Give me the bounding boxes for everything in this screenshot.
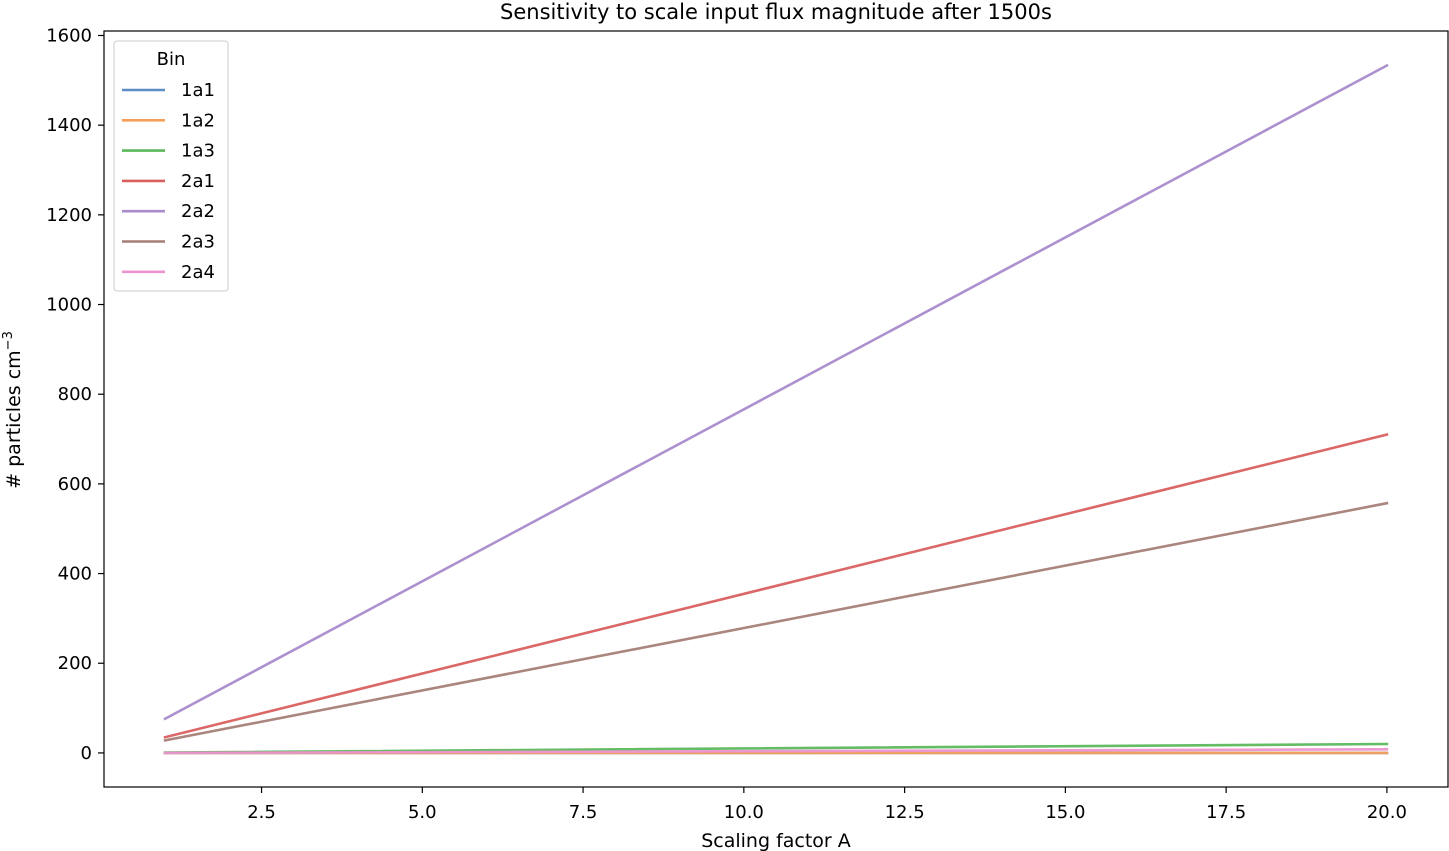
plot-area — [103, 30, 1449, 788]
series-line-2a1 — [163, 433, 1389, 739]
y-tick-label: 800 — [58, 384, 92, 405]
legend: Bin 1a1 1a2 1a3 2a1 2a2 2a3 2a4 — [113, 40, 229, 292]
plot-frame — [103, 30, 1449, 788]
y-tick-label: 1200 — [46, 205, 92, 226]
series-line-2a3 — [163, 501, 1389, 742]
series-line-2a4 — [163, 747, 1389, 755]
y-tick-label: 1400 — [46, 115, 92, 136]
y-tick-label: 200 — [58, 653, 92, 674]
series-lines — [163, 63, 1389, 755]
y-tick-label: 1600 — [46, 25, 92, 46]
x-tick-label: 15.0 — [1045, 802, 1085, 823]
x-tick-label: 10.0 — [724, 802, 764, 823]
x-axis-label: Scaling factor A — [701, 830, 851, 851]
y-tick-label: 0 — [81, 743, 92, 764]
series-line-2a2 — [163, 63, 1389, 721]
y-axis-label-sup: −3 — [1, 331, 16, 350]
x-tick-label: 5.0 — [408, 802, 437, 823]
y-axis: 0 200 400 600 800 1000 1200 1400 1600 — [46, 25, 104, 764]
y-axis-label-main: # particles cm — [3, 350, 25, 489]
legend-label-1a1: 1a1 — [181, 80, 215, 101]
legend-label-1a3: 1a3 — [181, 141, 215, 162]
x-tick-label: 17.5 — [1206, 802, 1246, 823]
chart-title: Sensitivity to scale input flux magnitud… — [500, 0, 1052, 24]
x-tick-label: 12.5 — [885, 802, 925, 823]
legend-label-2a3: 2a3 — [181, 232, 215, 253]
legend-label-2a1: 2a1 — [181, 171, 215, 192]
legend-label-2a4: 2a4 — [181, 262, 215, 283]
x-tick-label: 20.0 — [1367, 802, 1407, 823]
legend-label-1a2: 1a2 — [181, 110, 215, 131]
y-tick-label: 600 — [58, 474, 92, 495]
x-axis: 2.5 5.0 7.5 10.0 12.5 15.0 17.5 20.0 — [247, 787, 1407, 823]
y-tick-label: 1000 — [46, 295, 92, 316]
x-tick-label: 7.5 — [569, 802, 598, 823]
y-axis-label: # particles cm−3 — [1, 331, 25, 489]
legend-label-2a2: 2a2 — [181, 201, 215, 222]
legend-title: Bin — [157, 49, 186, 70]
legend-box — [113, 40, 229, 292]
y-tick-label: 400 — [58, 564, 92, 585]
x-tick-label: 2.5 — [247, 802, 276, 823]
